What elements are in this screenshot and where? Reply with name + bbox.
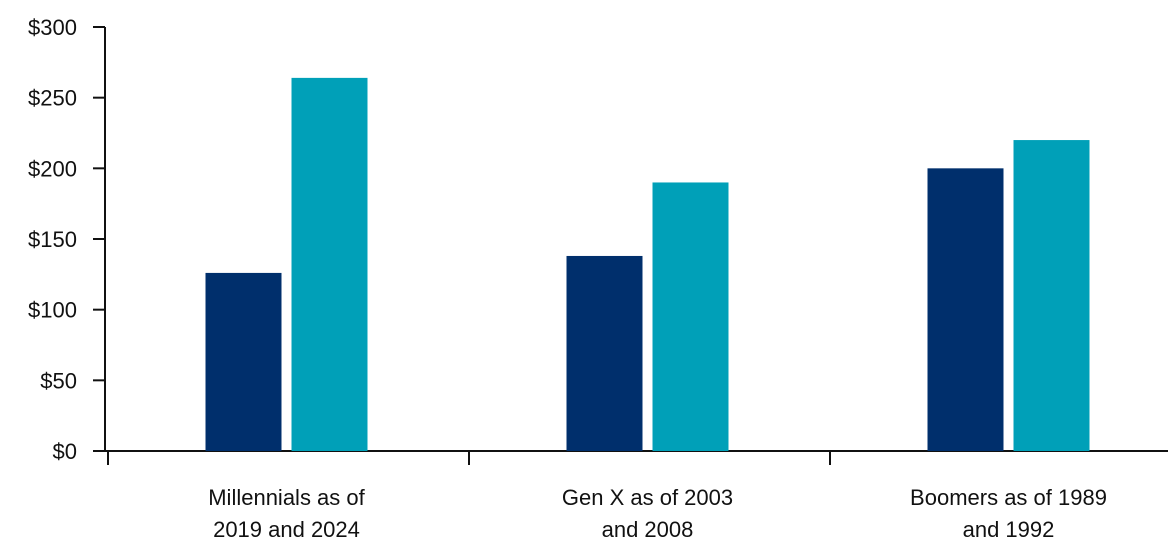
x-category-label: Millennials as of 2019 and 2024 xyxy=(208,485,365,542)
bar-series-2-cat-3 xyxy=(1013,140,1090,452)
y-axis: $0 $50 $100 $150 $200 $250 $300 xyxy=(28,15,106,464)
y-tick-label: $100 xyxy=(28,298,77,323)
x-category-label: Boomers as of 1989 and 1992 xyxy=(910,485,1107,542)
y-tick-label: $0 xyxy=(53,439,77,464)
bar-series-2-cat-1 xyxy=(291,77,368,451)
x-axis xyxy=(93,450,1168,465)
category-labels: Millennials as of 2019 and 2024 Gen X as o… xyxy=(208,485,1107,542)
bar-series-1-cat-2 xyxy=(566,255,643,451)
y-tick-label: $300 xyxy=(28,15,77,40)
bars xyxy=(205,77,1090,452)
bar-series-2-cat-2 xyxy=(652,182,729,451)
bar-series-1-cat-3 xyxy=(927,168,1004,452)
y-tick-label: $250 xyxy=(28,86,77,111)
y-tick-label: $50 xyxy=(40,368,77,393)
bar-series-1-cat-1 xyxy=(205,272,282,451)
x-category-label: Gen X as of 2003 and 2008 xyxy=(562,485,733,542)
y-tick-label: $150 xyxy=(28,227,77,252)
y-tick-label: $200 xyxy=(28,156,77,181)
